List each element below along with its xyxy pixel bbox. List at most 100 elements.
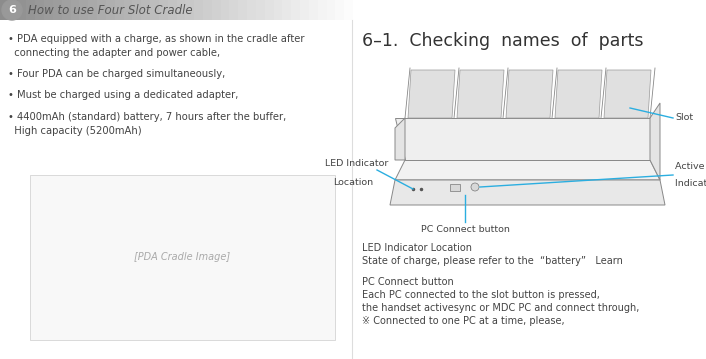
Bar — [229, 0, 238, 20]
Text: PC Connect button: PC Connect button — [421, 225, 510, 234]
Bar — [18, 0, 27, 20]
Bar — [124, 0, 133, 20]
Bar — [44, 0, 53, 20]
Bar — [679, 0, 688, 20]
Polygon shape — [457, 70, 504, 118]
Bar — [27, 0, 35, 20]
Text: 6: 6 — [8, 5, 16, 15]
Bar — [565, 0, 573, 20]
Polygon shape — [506, 70, 553, 118]
Bar — [141, 0, 150, 20]
Circle shape — [2, 0, 22, 20]
Polygon shape — [395, 118, 650, 160]
Bar — [600, 0, 609, 20]
Text: LED Indicator: LED Indicator — [325, 159, 388, 168]
Bar — [627, 0, 635, 20]
Bar — [274, 0, 282, 20]
Bar — [530, 0, 539, 20]
Bar — [441, 0, 450, 20]
Bar — [265, 0, 274, 20]
Bar — [662, 0, 671, 20]
Text: State of charge, please refer to the  “battery”   Learn: State of charge, please refer to the “ba… — [362, 256, 623, 266]
Bar — [309, 0, 318, 20]
Bar — [503, 0, 512, 20]
Polygon shape — [395, 118, 405, 160]
Bar — [697, 0, 706, 20]
Bar — [424, 0, 432, 20]
Text: Location: Location — [333, 178, 373, 187]
Bar — [380, 0, 388, 20]
Bar — [671, 0, 680, 20]
Bar — [220, 0, 229, 20]
Bar — [688, 0, 698, 20]
Bar — [573, 0, 582, 20]
Text: connecting the adapter and power cable,: connecting the adapter and power cable, — [8, 47, 220, 57]
Bar — [114, 0, 124, 20]
Bar — [582, 0, 592, 20]
Bar — [361, 0, 371, 20]
Circle shape — [471, 183, 479, 191]
Bar — [185, 0, 194, 20]
Bar — [618, 0, 627, 20]
Bar — [388, 0, 397, 20]
Bar — [194, 0, 203, 20]
Text: PC Connect button: PC Connect button — [362, 277, 454, 287]
Bar — [326, 0, 335, 20]
Bar — [539, 0, 547, 20]
Text: Each PC connected to the slot button is pressed,: Each PC connected to the slot button is … — [362, 290, 600, 300]
Text: High capacity (5200mAh): High capacity (5200mAh) — [8, 126, 142, 135]
Bar — [176, 0, 185, 20]
Bar — [53, 0, 62, 20]
Polygon shape — [408, 70, 455, 118]
Text: Active Sync: Active Sync — [675, 162, 706, 171]
Bar — [30, 175, 335, 340]
Text: • Must be charged using a dedicated adapter,: • Must be charged using a dedicated adap… — [8, 90, 239, 101]
Text: the handset activesync or MDC PC and connect through,: the handset activesync or MDC PC and con… — [362, 303, 640, 313]
Bar — [282, 0, 291, 20]
Bar — [88, 0, 97, 20]
Bar — [335, 0, 345, 20]
Bar — [512, 0, 521, 20]
Bar — [159, 0, 168, 20]
Text: • Four PDA can be charged simultaneously,: • Four PDA can be charged simultaneously… — [8, 69, 225, 79]
Bar — [256, 0, 265, 20]
Bar — [71, 0, 79, 20]
Bar — [450, 0, 459, 20]
Bar — [520, 0, 530, 20]
Bar — [635, 0, 645, 20]
Bar — [292, 0, 300, 20]
Bar — [406, 0, 415, 20]
Bar — [547, 0, 556, 20]
Bar — [318, 0, 326, 20]
Polygon shape — [555, 70, 602, 118]
Bar — [609, 0, 618, 20]
Text: LED Indicator Location: LED Indicator Location — [362, 243, 472, 253]
Text: How to use Four Slot Cradle: How to use Four Slot Cradle — [28, 4, 193, 17]
Polygon shape — [650, 103, 660, 180]
Text: 6–1.  Checking  names  of  parts: 6–1. Checking names of parts — [362, 32, 644, 50]
Polygon shape — [395, 160, 660, 180]
Bar — [468, 0, 477, 20]
Polygon shape — [390, 180, 665, 205]
Bar — [353, 0, 361, 20]
Bar — [477, 0, 486, 20]
Polygon shape — [604, 70, 651, 118]
Bar — [168, 0, 176, 20]
Bar — [371, 0, 380, 20]
Bar — [8, 0, 18, 20]
Bar — [432, 0, 441, 20]
Bar — [653, 0, 662, 20]
Text: • PDA equipped with a charge, as shown in the cradle after: • PDA equipped with a charge, as shown i… — [8, 34, 304, 44]
Bar — [494, 0, 503, 20]
Bar — [239, 0, 247, 20]
Bar — [212, 0, 220, 20]
Bar — [459, 0, 467, 20]
Bar — [247, 0, 256, 20]
Bar — [592, 0, 600, 20]
Text: [PDA Cradle Image]: [PDA Cradle Image] — [134, 252, 231, 262]
Bar — [397, 0, 406, 20]
Text: ※ Connected to one PC at a time, please,: ※ Connected to one PC at a time, please, — [362, 316, 565, 326]
Text: Indicator LED: Indicator LED — [675, 179, 706, 188]
Bar — [203, 0, 212, 20]
Bar — [645, 0, 653, 20]
